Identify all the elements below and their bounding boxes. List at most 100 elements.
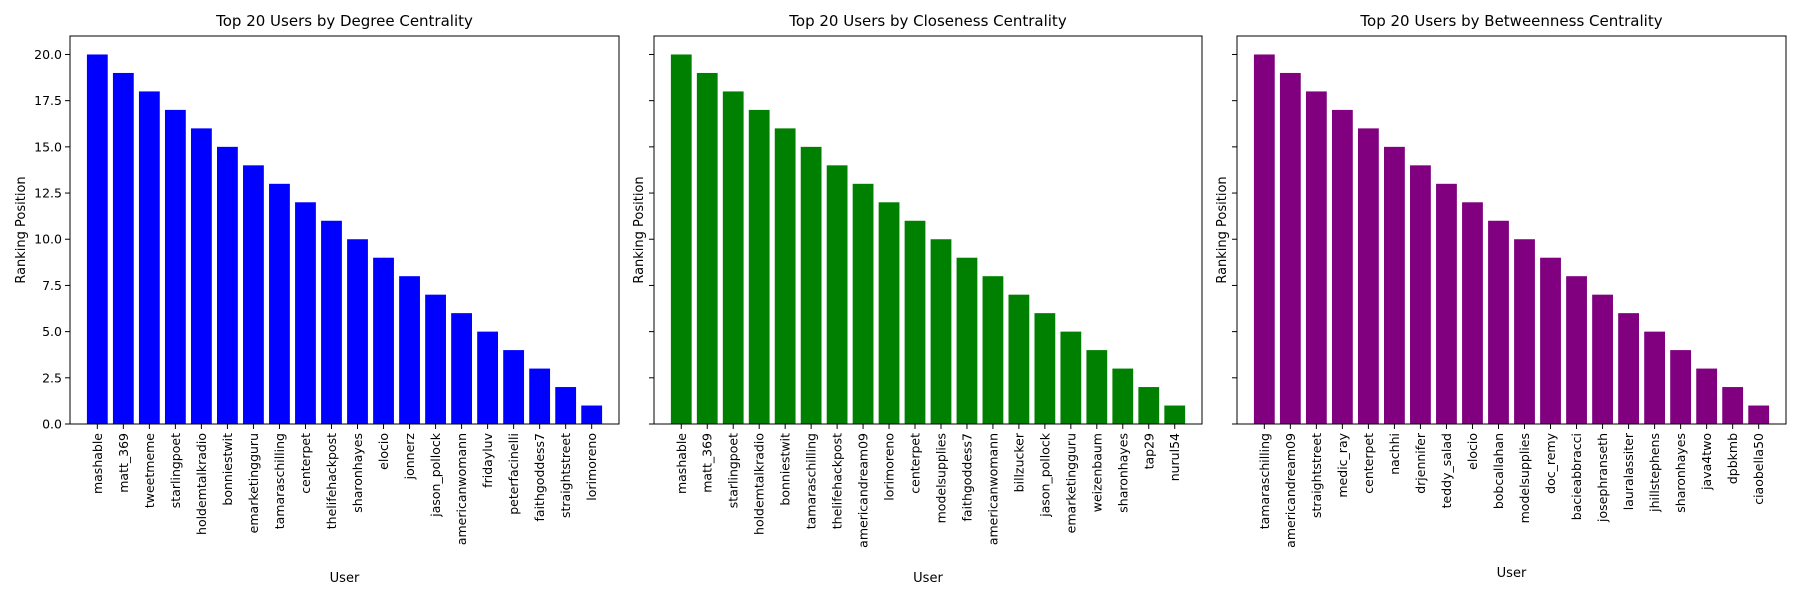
bar	[1164, 405, 1186, 424]
y-tick-label: 2.5	[42, 370, 62, 385]
x-tick-label: java4two	[1699, 433, 1714, 491]
y-tick-label: 5.0	[42, 324, 62, 339]
x-tick-label: matt_369	[116, 433, 131, 493]
bar	[555, 387, 577, 424]
x-tick-label: bobcallahan	[1491, 433, 1506, 509]
x-tick-label: jason_pollock	[1037, 432, 1052, 518]
plot-frame	[653, 35, 1203, 425]
x-tick-label: mashable	[90, 433, 105, 494]
y-tick-label: 12.5	[34, 186, 62, 201]
bar	[748, 109, 770, 425]
x-tick-label: sharonhayes	[1115, 433, 1130, 513]
bar	[956, 257, 978, 424]
x-tick-label: medic_ray	[1335, 432, 1350, 497]
bar	[852, 183, 874, 424]
x-tick-label: josephranseth	[1595, 433, 1610, 523]
bar	[1566, 276, 1587, 424]
bar	[269, 183, 290, 424]
y-tick-label: 10.0	[34, 232, 62, 247]
x-tick-label: emarketingguru	[246, 433, 261, 533]
bar	[295, 202, 316, 424]
chart-degree-centrality: Top 20 Users by Degree Centrality Rankin…	[14, 12, 620, 586]
x-tick-label: ciaobella50	[1751, 433, 1766, 505]
x-tick-label: centerpet	[1361, 433, 1376, 494]
x-tick-label: tamaraschilling	[272, 433, 287, 529]
x-tick-label: weizenbaum	[1089, 433, 1104, 512]
x-tick-label: holdemtalkradio	[194, 433, 209, 535]
bar	[1253, 54, 1275, 424]
bar	[503, 350, 525, 424]
x-tick-label: modelsupplies	[933, 433, 948, 523]
x-tick-label: nachhi	[1387, 433, 1402, 475]
bar	[243, 165, 264, 425]
bar	[696, 72, 718, 424]
bar	[347, 239, 368, 424]
x-tick-label: starlingpoet	[726, 433, 741, 508]
x-tick-label: sharonhayes	[1673, 433, 1688, 513]
x-tick-label: modelsupplies	[1517, 433, 1532, 523]
chart-betweenness-centrality: Top 20 Users by Betweenness Centrality R…	[1215, 12, 1787, 581]
x-axis-label: User	[330, 571, 360, 586]
bar	[1592, 294, 1613, 424]
x-tick-label: elocio	[376, 433, 391, 470]
x-tick-label: lorimoreno	[584, 433, 599, 501]
x-tick-label: elocio	[1465, 433, 1480, 470]
bar	[878, 202, 900, 424]
x-tick-label: tamaraschilling	[1257, 433, 1272, 529]
x-tick-label: nurul54	[1167, 433, 1182, 481]
y-axis-label: Ranking Position	[14, 176, 29, 283]
y-tick-label: 0.0	[42, 417, 62, 432]
bar	[112, 72, 134, 424]
x-tick-label: jhillstephens	[1647, 433, 1662, 513]
x-tick-label: fridayluv	[480, 432, 495, 487]
bar	[1670, 350, 1692, 424]
x-tick-label: teddy_salad	[1439, 433, 1454, 508]
bar	[1384, 146, 1405, 424]
bar	[1436, 183, 1457, 424]
x-tick-label: matt_369	[700, 433, 715, 493]
bar	[1008, 294, 1030, 424]
x-tick-label: billzucker	[1011, 432, 1026, 492]
bar	[1488, 220, 1509, 424]
x-tick-label: tweetmeme	[142, 433, 157, 508]
bar	[1357, 128, 1379, 424]
y-axis-label: Ranking Position	[1215, 176, 1230, 283]
x-tick-label: sharonhayes	[350, 433, 365, 513]
chart-title: Top 20 Users by Closeness Centrality	[788, 12, 1067, 30]
bar	[477, 331, 499, 424]
x-tick-label: americanwomann	[985, 433, 1000, 545]
bar	[321, 220, 342, 424]
bar	[1722, 387, 1744, 424]
bar	[1086, 350, 1108, 424]
x-tick-label: holdemtalkradio	[752, 433, 767, 535]
x-tick-label: mashable	[674, 433, 689, 494]
bar	[1060, 331, 1082, 424]
bar	[1462, 202, 1483, 424]
x-tick-label: starlingpoet	[168, 433, 183, 508]
x-tick-label: drjennifer	[1413, 432, 1428, 494]
bar	[373, 257, 394, 424]
x-tick-label: dpbkmb	[1725, 433, 1740, 484]
y-tick-label: 17.5	[34, 93, 62, 108]
x-tick-label: straightstreet	[1309, 433, 1324, 518]
bar	[1644, 331, 1666, 424]
x-tick-label: americanwomann	[454, 433, 469, 545]
x-tick-label: thelifehackpost	[830, 433, 845, 529]
x-tick-label: peterfacinelli	[506, 433, 521, 515]
x-tick-label: jason_pollock	[428, 432, 443, 518]
x-tick-label: americandream09	[856, 433, 871, 548]
bar	[217, 146, 238, 424]
x-tick-label: faithgoddess7	[532, 433, 547, 521]
bar	[1138, 387, 1160, 424]
chart-title: Top 20 Users by Degree Centrality	[215, 12, 473, 30]
bar	[800, 146, 822, 424]
bar	[1514, 239, 1535, 424]
bar	[1331, 109, 1353, 425]
bar	[581, 405, 603, 424]
bar	[982, 276, 1004, 424]
bar	[1305, 91, 1327, 424]
bar	[774, 128, 796, 424]
x-tick-label: tamaraschilling	[804, 433, 819, 529]
bar	[930, 239, 952, 424]
bar	[670, 54, 692, 424]
